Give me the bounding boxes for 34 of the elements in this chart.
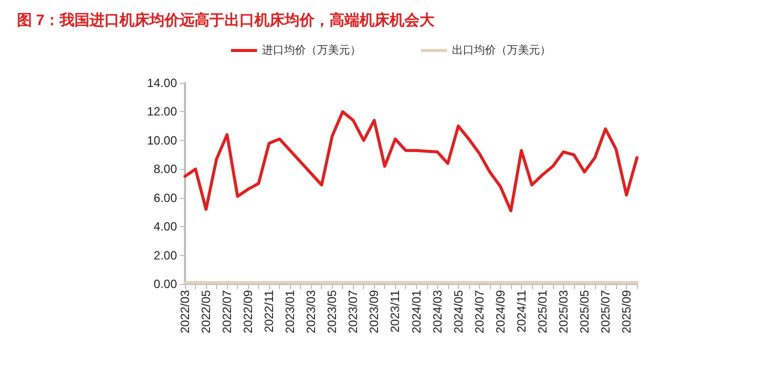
x-tick-label: 2025/09 [619, 290, 634, 334]
y-tick-label: 2.00 [154, 248, 178, 262]
x-tick-label: 2023/11 [388, 290, 402, 332]
y-tick-label: 14.00 [146, 76, 178, 90]
x-tick-label: 2023/05 [325, 290, 340, 334]
y-tick-label: 10.00 [146, 133, 178, 148]
x-tick-label: 2025/03 [556, 290, 570, 334]
legend-label: 进口均价（万美元） [262, 44, 361, 56]
y-tick-label: 8.00 [154, 162, 178, 176]
y-tick-label: 4.00 [154, 220, 178, 234]
x-tick-label: 2024/01 [409, 290, 424, 334]
x-tick-label: 2025/07 [598, 290, 612, 334]
x-tick-label: 2025/05 [577, 290, 592, 334]
x-tick-label: 2023/03 [304, 290, 318, 334]
x-tick-label: 2022/07 [220, 290, 234, 334]
y-tick-label: 12.00 [146, 104, 178, 119]
y-tick-label: 0.00 [154, 277, 178, 291]
x-tick-label: 2024/03 [430, 290, 444, 334]
x-tick-label: 2024/07 [472, 290, 486, 334]
x-tick-label: 2022/09 [241, 290, 256, 334]
legend-label: 出口均价（万美元） [452, 44, 551, 56]
x-tick-label: 2022/05 [199, 290, 214, 334]
chart-title: 图 7：我国进口机床均价远高于出口机床均价，高端机床机会大 [17, 11, 436, 29]
x-tick-label: 2024/11 [514, 290, 528, 332]
x-tick-label: 2024/05 [451, 290, 466, 334]
x-tick-label: 2023/07 [346, 290, 360, 334]
x-tick-label: 2025/01 [535, 290, 550, 334]
x-tick-label: 2023/01 [283, 290, 298, 334]
x-tick-label: 2022/11 [262, 290, 276, 332]
x-tick-label: 2023/09 [367, 290, 382, 334]
x-tick-label: 2022/03 [178, 290, 192, 334]
line-series [184, 110, 638, 212]
y-tick-label: 6.00 [154, 190, 178, 205]
x-tick-label: 2024/09 [493, 290, 508, 334]
